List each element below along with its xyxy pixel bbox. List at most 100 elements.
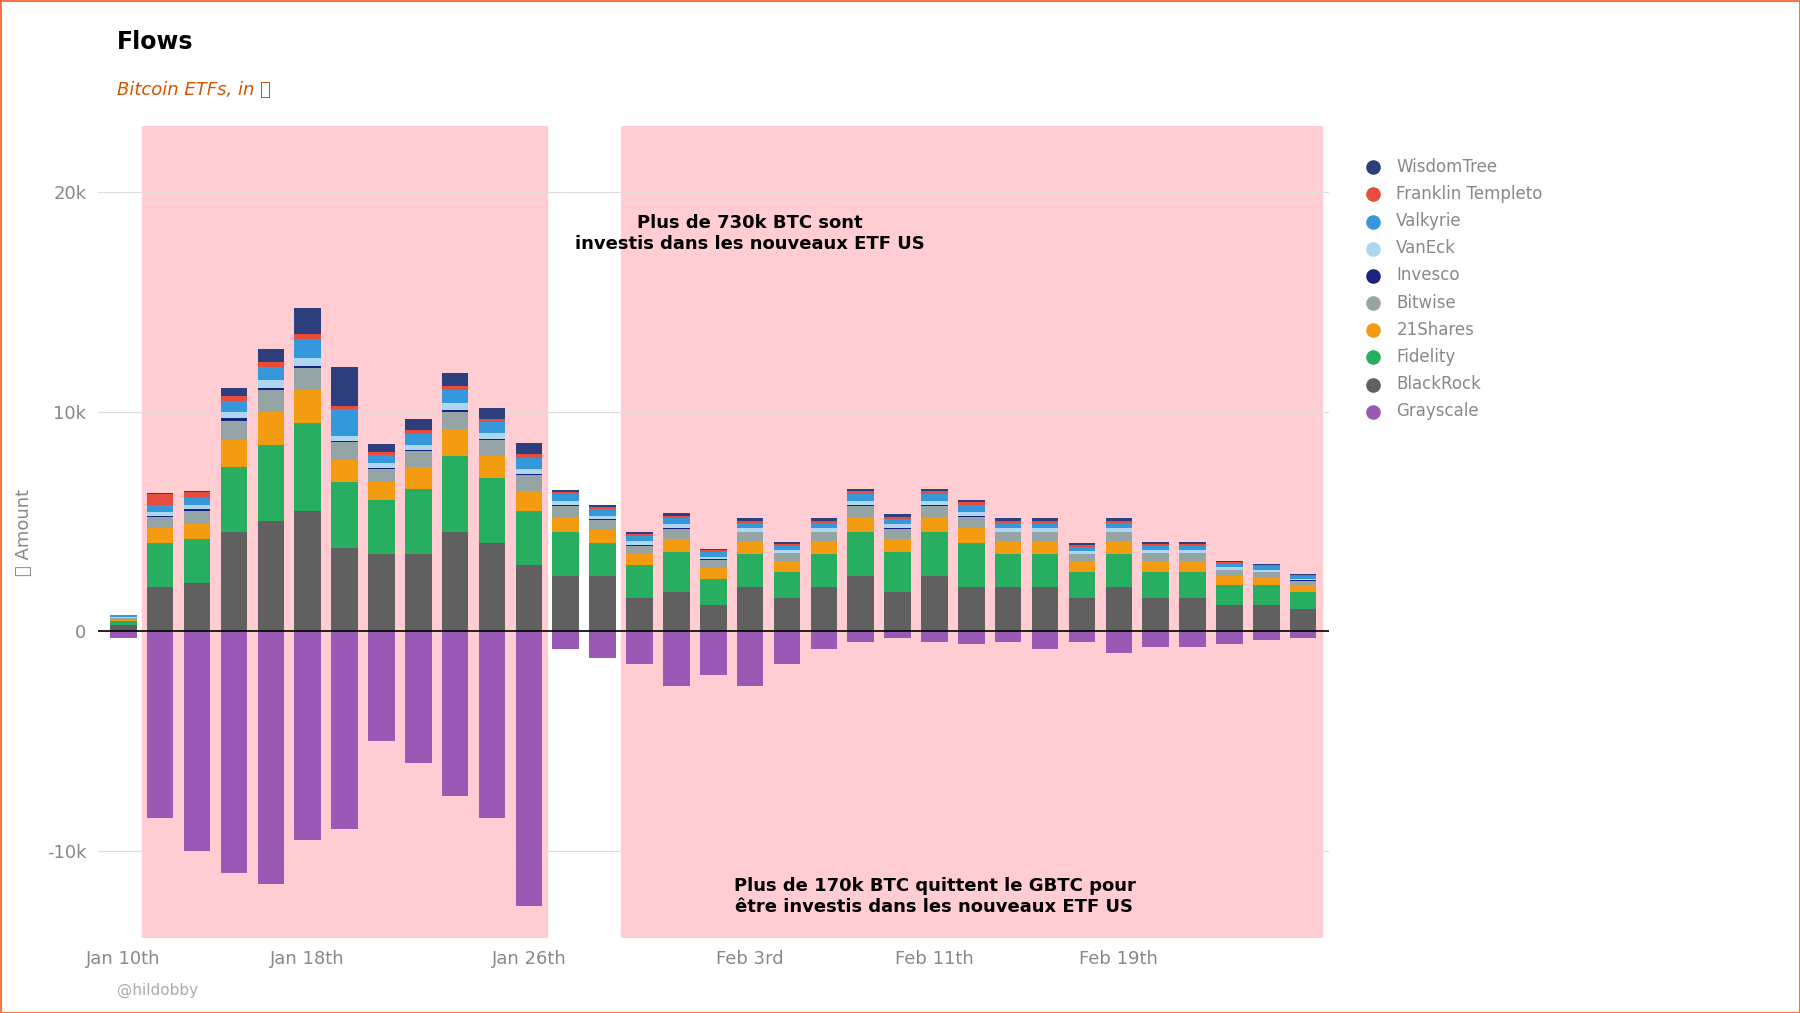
Bar [922,491,949,494]
Bar [553,631,580,648]
Bar [774,544,801,546]
Text: Bitcoin ETFs, in ₿: Bitcoin ETFs, in ₿ [117,81,270,99]
Bar [736,631,763,686]
Bar [848,506,875,517]
Bar [1217,563,1242,567]
Bar [479,477,506,543]
Bar [295,390,320,422]
Bar [405,419,432,431]
Bar [1031,533,1058,541]
Bar [1143,572,1168,599]
Bar [257,411,284,445]
Bar [736,533,763,541]
Bar [1253,569,1280,571]
Bar [221,388,247,396]
Bar [257,349,284,363]
Bar [810,631,837,648]
Bar [884,592,911,631]
Bar [1217,631,1242,644]
Bar [1031,529,1058,532]
Bar [589,631,616,657]
Bar [184,524,211,539]
Bar [589,508,616,510]
Bar [662,631,689,686]
Bar [1143,553,1168,561]
Bar [922,494,949,500]
Bar [295,511,320,631]
Bar [995,533,1021,541]
Bar [848,576,875,631]
Bar [515,469,542,474]
Bar [184,498,211,505]
Bar [369,444,394,453]
Bar [810,554,837,588]
Bar [148,543,173,588]
Y-axis label: ₿ Amount: ₿ Amount [14,489,32,576]
Bar [662,529,689,539]
Bar [110,618,137,620]
Text: Flows: Flows [117,30,194,55]
Bar [257,522,284,631]
Bar [1105,631,1132,653]
Bar [369,463,394,468]
Bar [884,529,911,539]
Bar [331,548,358,631]
Bar [958,516,985,517]
Bar [331,443,358,460]
Bar [1291,592,1316,609]
Bar [922,576,949,631]
Bar [221,401,247,411]
Bar [884,539,911,552]
Bar [626,536,653,542]
Bar [700,578,727,605]
Bar [1179,631,1206,646]
Bar [553,533,580,576]
Bar [553,576,580,631]
Bar [1031,519,1058,521]
Bar [1217,576,1242,586]
Bar [848,631,875,642]
Bar [1069,554,1094,561]
Bar [1143,546,1168,550]
Bar [369,468,394,469]
Bar [810,523,837,529]
Bar [515,474,542,475]
Bar [257,445,284,522]
Bar [257,390,284,411]
Bar [184,539,211,582]
Bar [1217,586,1242,605]
Bar [295,334,320,338]
Bar [958,528,985,543]
Bar [405,451,432,467]
Bar [700,549,727,550]
Bar [257,363,284,367]
Bar [369,482,394,499]
Bar [700,567,727,578]
Bar [221,420,247,441]
Bar [848,505,875,506]
Bar [110,616,137,617]
Bar [184,510,211,511]
Bar [774,631,801,665]
Bar [148,588,173,631]
Bar [1253,631,1280,640]
Bar [331,460,358,482]
Bar [441,411,468,430]
Bar [958,505,985,512]
Bar [589,510,616,516]
Bar [848,533,875,576]
Bar [1069,551,1094,554]
Bar [700,556,727,559]
Bar [479,631,506,817]
Bar [405,488,432,554]
Bar [221,418,247,420]
Bar [958,512,985,516]
Bar [369,453,394,455]
Bar [1105,523,1132,529]
Bar [1031,631,1058,648]
Bar [257,631,284,883]
Bar [515,511,542,565]
Bar [553,500,580,505]
Bar [257,388,284,390]
Bar [700,552,727,556]
